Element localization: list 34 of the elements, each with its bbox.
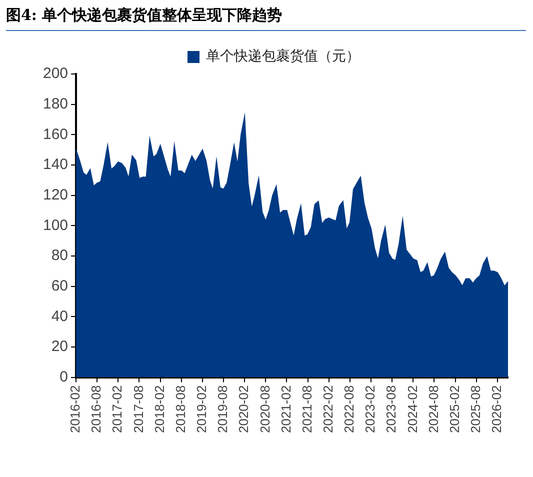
x-tick-label: 2016-08 bbox=[88, 385, 104, 434]
x-tick-label: 2017-08 bbox=[130, 385, 146, 434]
y-tick-label: 60 bbox=[51, 277, 68, 294]
x-tick-label: 2022-08 bbox=[342, 385, 357, 434]
y-tick-label: 120 bbox=[42, 186, 68, 204]
x-tick-label: 2026-02 bbox=[489, 385, 504, 434]
y-tick-label: 80 bbox=[51, 247, 68, 264]
y-tick-label: 20 bbox=[51, 338, 68, 356]
y-tick-label: 140 bbox=[42, 156, 68, 174]
y-tick-label: 40 bbox=[51, 308, 68, 325]
y-tick-label: 100 bbox=[42, 216, 68, 234]
x-tick-label: 2024-02 bbox=[404, 385, 420, 434]
legend-label: 单个快递包裹货值（元） bbox=[206, 48, 360, 65]
x-tick-label: 2019-08 bbox=[215, 385, 230, 434]
x-tick-label: 2021-08 bbox=[299, 385, 314, 434]
y-tick-label: 160 bbox=[42, 126, 68, 143]
x-tick-label: 2025-08 bbox=[468, 385, 483, 434]
x-tick-label: 2019-02 bbox=[194, 385, 210, 434]
y-tick-label: 200 bbox=[42, 65, 68, 82]
x-tick-label: 2023-02 bbox=[362, 385, 378, 434]
x-tick-label: 2024-08 bbox=[426, 385, 441, 434]
x-tick-label: 2022-02 bbox=[320, 385, 336, 434]
y-tick-label: 0 bbox=[60, 368, 68, 386]
x-tick-label: 2025-02 bbox=[446, 385, 462, 434]
x-tick-label: 2023-08 bbox=[384, 385, 399, 434]
y-tick-label: 180 bbox=[42, 95, 68, 112]
x-tick-label: 2018-02 bbox=[152, 385, 167, 434]
x-tick-label: 2021-02 bbox=[278, 385, 294, 434]
x-tick-label: 2020-02 bbox=[236, 385, 252, 434]
x-tick-label: 2018-08 bbox=[172, 385, 188, 434]
x-tick-label: 2017-02 bbox=[110, 385, 125, 434]
chart-title: 图4: 单个快递包裹货值整体呈现下降趋势 bbox=[6, 6, 526, 31]
x-tick-label: 2016-02 bbox=[68, 385, 83, 434]
x-tick-label: 2020-08 bbox=[257, 385, 272, 434]
